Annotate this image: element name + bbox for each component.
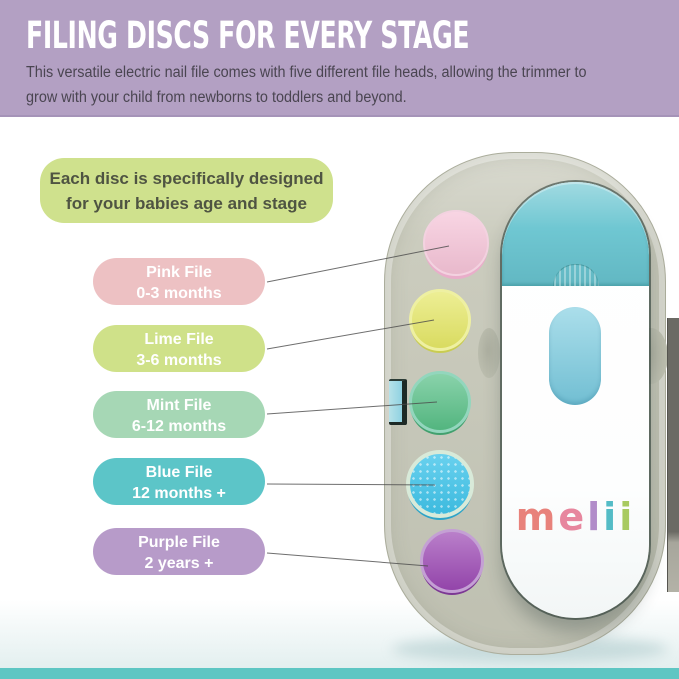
callout-line1: Each disc is specifically designed — [49, 169, 324, 188]
callout-line2: for your babies age and stage — [66, 194, 307, 213]
power-button — [549, 307, 601, 405]
footer-accent-bar — [0, 668, 679, 679]
header-band: FILING DISCS FOR EVERY STAGE This versat… — [0, 0, 679, 117]
brand-letter: l — [587, 495, 604, 539]
age-label-pill-lime: Lime File 3-6 months — [93, 325, 265, 372]
pill-age-range: 3-6 months — [136, 352, 222, 369]
brand-letter: e — [558, 495, 588, 539]
pill-file-name: Pink File — [146, 264, 212, 281]
pill-age-range: 12 months + — [132, 485, 226, 502]
case-indent-left — [478, 328, 500, 378]
header-description-line1: This versatile electric nail file comes … — [26, 64, 587, 81]
pill-file-name: Mint File — [146, 397, 212, 414]
header-description: This versatile electric nail file comes … — [26, 60, 587, 110]
trimmer-device: melii — [502, 182, 649, 618]
filing-disc-blue — [406, 450, 474, 518]
cropped-side-object — [667, 318, 679, 592]
filing-disc-mint — [409, 371, 471, 433]
brand-logo: melii — [516, 498, 635, 536]
pill-age-range: 6-12 months — [131, 418, 227, 435]
case-latch — [389, 379, 407, 425]
age-label-pill-purple: Purple File 2 years + — [93, 528, 265, 575]
trimmer-grip-ridge — [552, 264, 599, 286]
pill-file-name: Purple File — [138, 534, 220, 551]
age-label-pill-mint: Mint File 6-12 months — [93, 391, 265, 438]
brand-letter: m — [515, 495, 559, 539]
brand-letter: i — [603, 495, 620, 539]
filing-disc-pink — [423, 210, 489, 276]
pill-file-name: Lime File — [144, 331, 214, 348]
pill-file-name: Blue File — [145, 464, 213, 481]
pill-age-range: 2 years + — [144, 555, 214, 572]
age-label-pill-blue: Blue File 12 months + — [93, 458, 265, 505]
page-title: FILING DISCS FOR EVERY STAGE — [26, 14, 470, 57]
filing-disc-lime — [409, 289, 471, 351]
pill-age-range: 0-3 months — [136, 285, 222, 302]
header-description-line2: grow with your child from newborns to to… — [26, 89, 407, 106]
age-label-pill-pink: Pink File 0-3 months — [93, 258, 265, 305]
filing-disc-purple — [420, 529, 484, 593]
callout-box: Each disc is specifically designed for y… — [40, 158, 333, 223]
brand-letter: i — [619, 495, 636, 539]
